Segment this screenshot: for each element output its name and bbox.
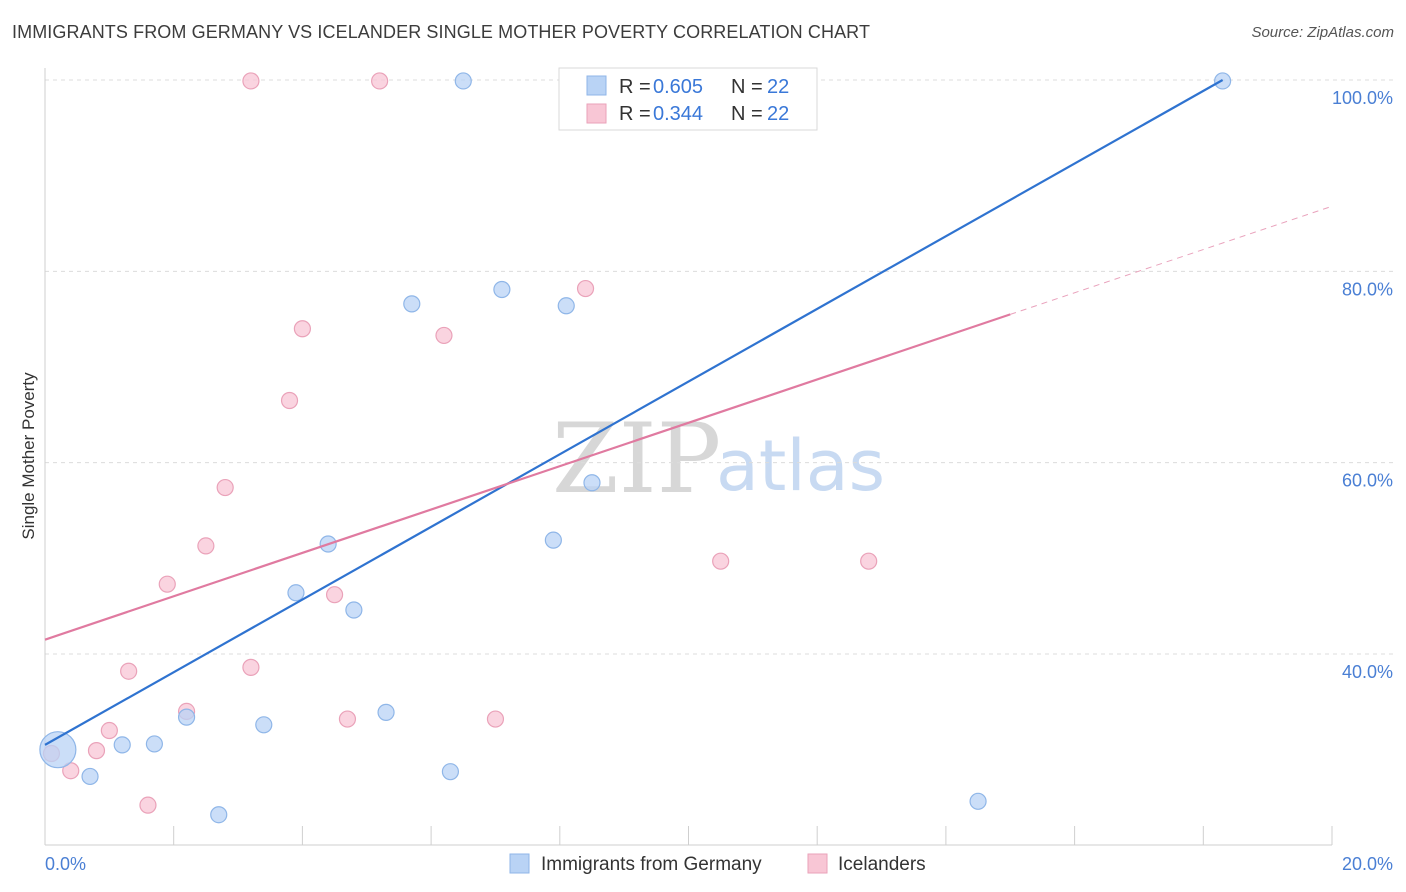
icelanders-point-15	[338, 710, 357, 728]
germany-point-2	[113, 736, 131, 754]
legend-row1-r-label: R =	[619, 76, 651, 98]
germany-point-3	[145, 735, 163, 753]
legend-row2-r-value: 0.344	[653, 103, 703, 125]
icelanders-point-2	[87, 742, 106, 760]
legend-swatch-blue	[586, 75, 607, 96]
germany-trend-line	[44, 79, 1224, 746]
icelanders-point-11	[242, 658, 260, 676]
germany-point-20	[969, 792, 987, 810]
icelanders-point-4	[120, 662, 138, 680]
icelanders-point-6	[158, 575, 176, 593]
icelanders-point-16	[371, 72, 389, 90]
x-ticks	[44, 826, 1333, 845]
x-tick-label-max: 20.0%	[1342, 854, 1393, 874]
germany-point-5	[210, 806, 228, 824]
legend-swatch-pink	[586, 103, 607, 124]
germany-point-7	[287, 584, 305, 602]
series-legend-label-germany: Immigrants from Germany	[541, 854, 762, 875]
y-tick-labels: 40.0% 60.0% 80.0% 100.0%	[1332, 88, 1393, 682]
germany-point-9	[345, 601, 363, 619]
germany-point-4	[177, 708, 196, 726]
icelanders-point-3	[100, 721, 118, 740]
icelanders-point-8	[197, 537, 215, 555]
legend-row2-r-label: R =	[619, 103, 651, 125]
germany-point-16	[557, 297, 575, 315]
germany-point-6	[255, 716, 273, 734]
germany-point-12	[441, 763, 460, 781]
icelanders-point-17	[435, 326, 453, 345]
y-tick-label-40: 40.0%	[1342, 662, 1393, 682]
germany-point-17	[583, 474, 601, 492]
germany-point-10	[377, 703, 395, 721]
watermark: ZIP atlas	[552, 403, 885, 515]
icelanders-point-9	[216, 478, 234, 497]
icelanders-point-5	[139, 796, 157, 814]
icelanders-point-13	[293, 320, 311, 338]
y-tick-label-100: 100.0%	[1332, 88, 1393, 108]
icelanders-point-20	[712, 552, 730, 570]
source-credit: Source: ZipAtlas.com	[1251, 24, 1394, 41]
icelanders-point-19	[576, 279, 595, 298]
series-legend-swatch-icelanders	[807, 853, 828, 874]
legend-row1-n-value: 22	[767, 76, 789, 98]
germany-point-15	[544, 531, 562, 549]
icelanders-point-14	[325, 586, 344, 604]
icelanders-point-18	[486, 710, 505, 728]
trend-lines	[44, 79, 1333, 746]
germany-point-13	[454, 72, 472, 90]
legend-row1-n-label: N =	[731, 76, 763, 98]
icelanders-trend-extension	[1010, 205, 1333, 315]
correlation-legend: R = 0.605 N = 22 R = 0.344 N = 22	[558, 67, 818, 131]
y-axis-label: Single Mother Poverty	[19, 372, 38, 540]
x-tick-label-min: 0.0%	[45, 854, 86, 874]
legend-row2-n-value: 22	[767, 103, 789, 125]
germany-point-0	[39, 731, 77, 769]
icelanders-trend-line	[44, 313, 1011, 641]
icelanders-point-10	[242, 72, 260, 90]
legend-row2-n-label: N =	[731, 103, 763, 125]
series-legend: Immigrants from Germany Icelanders	[509, 853, 926, 875]
icelanders-point-12	[280, 391, 299, 410]
germany-point-14	[493, 280, 511, 299]
germany-point-1	[81, 767, 99, 786]
y-tick-label-60: 60.0%	[1342, 471, 1393, 491]
series-legend-label-icelanders: Icelanders	[838, 854, 926, 875]
series-legend-swatch-germany	[509, 853, 530, 874]
germany-point-11	[403, 295, 421, 313]
legend-row1-r-value: 0.605	[653, 76, 703, 98]
chart-title: IMMIGRANTS FROM GERMANY VS ICELANDER SIN…	[12, 22, 871, 42]
y-tick-label-80: 80.0%	[1342, 279, 1393, 299]
watermark-atlas: atlas	[716, 425, 885, 507]
icelanders-point-21	[860, 552, 878, 570]
